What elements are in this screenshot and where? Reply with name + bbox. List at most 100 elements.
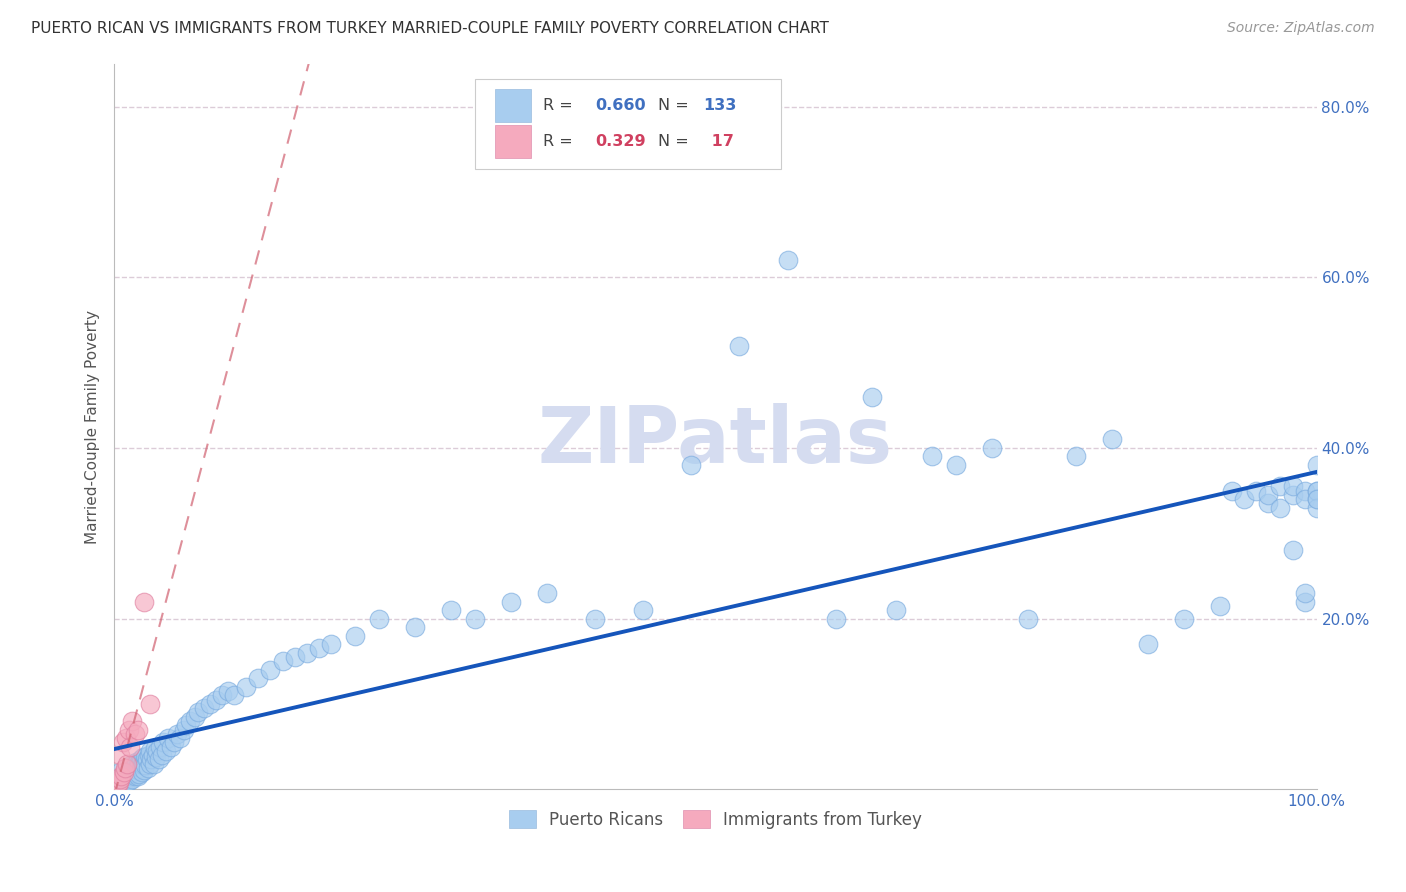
- Text: 17: 17: [706, 134, 734, 149]
- Point: [124, 769, 146, 783]
- Point: [187, 706, 209, 720]
- Point: [1137, 637, 1160, 651]
- Point: [118, 764, 141, 778]
- Point: [295, 646, 318, 660]
- Text: R =: R =: [544, 134, 578, 149]
- Point: [115, 775, 138, 789]
- Point: [142, 748, 165, 763]
- Point: [179, 714, 201, 728]
- Point: [135, 752, 157, 766]
- Point: [121, 772, 143, 786]
- Point: [1281, 479, 1303, 493]
- Point: [138, 748, 160, 763]
- Point: [271, 654, 294, 668]
- Point: [121, 714, 143, 728]
- Point: [404, 620, 426, 634]
- Point: [136, 761, 159, 775]
- Point: [108, 748, 131, 763]
- Text: N =: N =: [658, 134, 693, 149]
- Point: [193, 701, 215, 715]
- Point: [1017, 611, 1039, 625]
- Point: [211, 689, 233, 703]
- Point: [1281, 543, 1303, 558]
- Point: [114, 761, 136, 775]
- Point: [118, 739, 141, 754]
- Point: [1222, 483, 1244, 498]
- Point: [217, 684, 239, 698]
- Text: Source: ZipAtlas.com: Source: ZipAtlas.com: [1227, 21, 1375, 35]
- Point: [114, 773, 136, 788]
- Point: [945, 458, 967, 472]
- Text: N =: N =: [658, 98, 693, 113]
- Point: [1209, 599, 1232, 613]
- Point: [117, 723, 139, 737]
- Text: R =: R =: [544, 98, 578, 113]
- Text: PUERTO RICAN VS IMMIGRANTS FROM TURKEY MARRIED-COUPLE FAMILY POVERTY CORRELATION: PUERTO RICAN VS IMMIGRANTS FROM TURKEY M…: [31, 21, 828, 36]
- Point: [921, 450, 943, 464]
- Point: [176, 718, 198, 732]
- Point: [1173, 611, 1195, 625]
- Point: [117, 756, 139, 771]
- Point: [146, 744, 169, 758]
- Point: [440, 603, 463, 617]
- Point: [134, 755, 156, 769]
- Point: [1270, 500, 1292, 515]
- Text: 0.329: 0.329: [595, 134, 645, 149]
- Point: [1064, 450, 1087, 464]
- Point: [115, 772, 138, 786]
- Point: [127, 723, 149, 737]
- Point: [121, 756, 143, 771]
- Point: [131, 765, 153, 780]
- Point: [1101, 433, 1123, 447]
- Point: [776, 253, 799, 268]
- Point: [1270, 479, 1292, 493]
- Point: [127, 764, 149, 778]
- Point: [235, 680, 257, 694]
- Point: [134, 758, 156, 772]
- Point: [1233, 492, 1256, 507]
- Legend: Puerto Ricans, Immigrants from Turkey: Puerto Ricans, Immigrants from Turkey: [502, 804, 928, 835]
- Bar: [495, 89, 531, 121]
- Point: [155, 744, 177, 758]
- Point: [132, 758, 155, 772]
- Point: [145, 749, 167, 764]
- Point: [148, 752, 170, 766]
- Point: [122, 767, 145, 781]
- Point: [163, 735, 186, 749]
- Point: [108, 772, 131, 786]
- Point: [125, 765, 148, 780]
- Point: [149, 739, 172, 754]
- Point: [1305, 483, 1327, 498]
- Point: [224, 689, 246, 703]
- Point: [159, 739, 181, 754]
- Point: [319, 637, 342, 651]
- Point: [122, 761, 145, 775]
- Text: 133: 133: [703, 98, 737, 113]
- Point: [631, 603, 654, 617]
- Point: [128, 767, 150, 781]
- Point: [127, 769, 149, 783]
- Point: [143, 741, 166, 756]
- Point: [108, 765, 131, 780]
- Point: [120, 769, 142, 783]
- Point: [115, 761, 138, 775]
- Point: [120, 758, 142, 772]
- Point: [125, 761, 148, 775]
- Point: [1305, 492, 1327, 507]
- Point: [499, 594, 522, 608]
- Point: [464, 611, 486, 625]
- Point: [1305, 500, 1327, 515]
- Point: [125, 767, 148, 781]
- Point: [166, 727, 188, 741]
- Point: [129, 752, 152, 766]
- Point: [115, 731, 138, 745]
- Point: [1294, 586, 1316, 600]
- Point: [124, 727, 146, 741]
- Point: [110, 769, 132, 783]
- Point: [142, 756, 165, 771]
- Point: [536, 586, 558, 600]
- Point: [200, 697, 222, 711]
- Point: [157, 731, 180, 745]
- Point: [139, 744, 162, 758]
- Point: [132, 749, 155, 764]
